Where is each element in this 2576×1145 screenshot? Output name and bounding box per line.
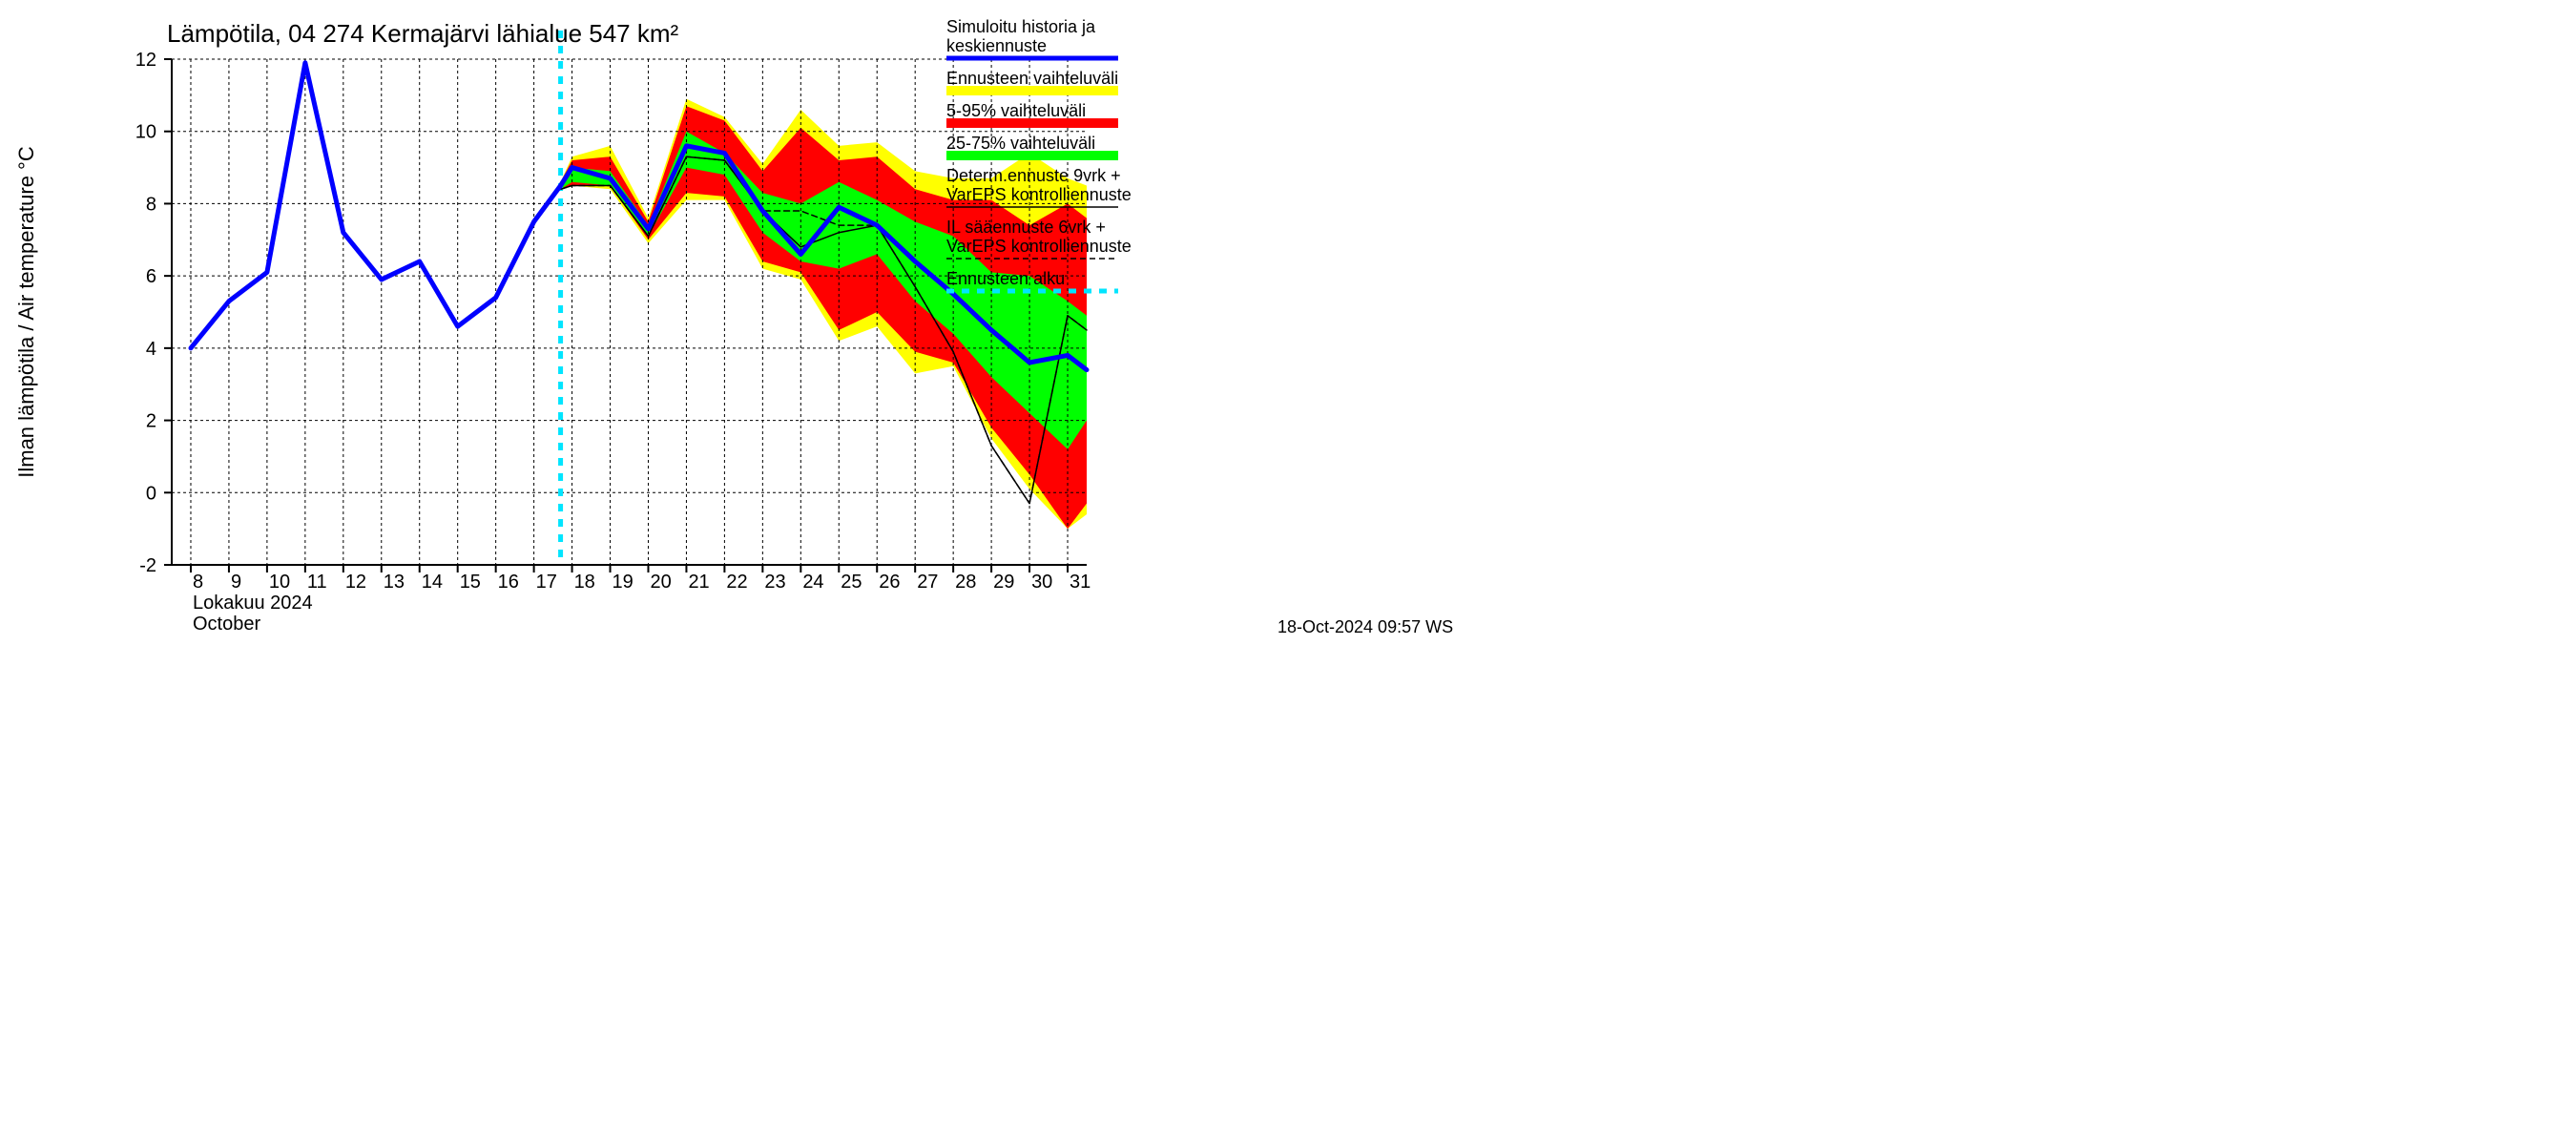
xtick-label: 15 xyxy=(460,572,481,593)
xtick-label: 18 xyxy=(574,572,595,593)
legend-swatch xyxy=(946,86,1118,95)
xtick-label: 23 xyxy=(764,572,785,593)
legend-label: Ennusteen vaihteluväli xyxy=(946,69,1118,88)
xtick-label: 16 xyxy=(498,572,519,593)
legend-label: Determ.ennuste 9vrk + xyxy=(946,166,1121,185)
ytick-label: 2 xyxy=(146,411,156,432)
ytick-label: 4 xyxy=(146,339,156,360)
legend-label: keskiennuste xyxy=(946,36,1047,55)
xtick-label: 27 xyxy=(917,572,938,593)
legend-label: 25-75% vaihteluväli xyxy=(946,134,1095,153)
month-label: October xyxy=(193,614,260,635)
xtick-label: 9 xyxy=(231,572,241,593)
ytick-label: 12 xyxy=(135,50,156,71)
xtick-label: 26 xyxy=(879,572,900,593)
xtick-label: 21 xyxy=(688,572,709,593)
xtick-label: 24 xyxy=(802,572,823,593)
legend-label: VarEPS kontrolliennuste xyxy=(946,237,1132,256)
legend-label: IL sääennuste 6vrk + xyxy=(946,218,1106,237)
legend-label: 5-95% vaihteluväli xyxy=(946,101,1086,120)
xtick-label: 20 xyxy=(650,572,671,593)
legend-swatch xyxy=(946,151,1118,160)
xtick-label: 10 xyxy=(269,572,290,593)
ytick-label: -2 xyxy=(139,555,156,576)
xtick-label: 19 xyxy=(613,572,634,593)
xtick-label: 25 xyxy=(841,572,862,593)
ytick-label: 0 xyxy=(146,483,156,504)
xtick-label: 14 xyxy=(422,572,443,593)
legend-label: Ennusteen alku xyxy=(946,269,1065,288)
chart-footer: 18-Oct-2024 09:57 WSFS-O xyxy=(1278,617,1454,636)
xtick-label: 12 xyxy=(345,572,366,593)
ytick-label: 6 xyxy=(146,266,156,287)
xtick-label: 29 xyxy=(993,572,1014,593)
xtick-label: 11 xyxy=(307,572,327,593)
ytick-label: 8 xyxy=(146,194,156,215)
legend-swatch xyxy=(946,118,1118,128)
xtick-label: 28 xyxy=(955,572,976,593)
chart-title: Lämpötila, 04 274 Kermajärvi lähialue 54… xyxy=(167,19,679,48)
xtick-label: 31 xyxy=(1070,572,1091,593)
xtick-label: 13 xyxy=(384,572,405,593)
xtick-label: 17 xyxy=(536,572,557,593)
legend-label: Simuloitu historia ja xyxy=(946,17,1096,36)
xtick-label: 30 xyxy=(1031,572,1052,593)
legend: Simuloitu historia jakeskiennuste Ennuste… xyxy=(946,17,1132,291)
legend-label: VarEPS kontrolliennuste xyxy=(946,185,1132,204)
ytick-label: 10 xyxy=(135,122,156,143)
month-label: Lokakuu 2024 xyxy=(193,593,313,614)
temperature-forecast-chart: -202468101289101112131415161718192021222… xyxy=(0,0,1454,646)
xtick-label: 22 xyxy=(726,572,747,593)
xtick-label: 8 xyxy=(193,572,203,593)
y-axis-label: Ilman lämpötila / Air temperature °C xyxy=(14,146,38,478)
